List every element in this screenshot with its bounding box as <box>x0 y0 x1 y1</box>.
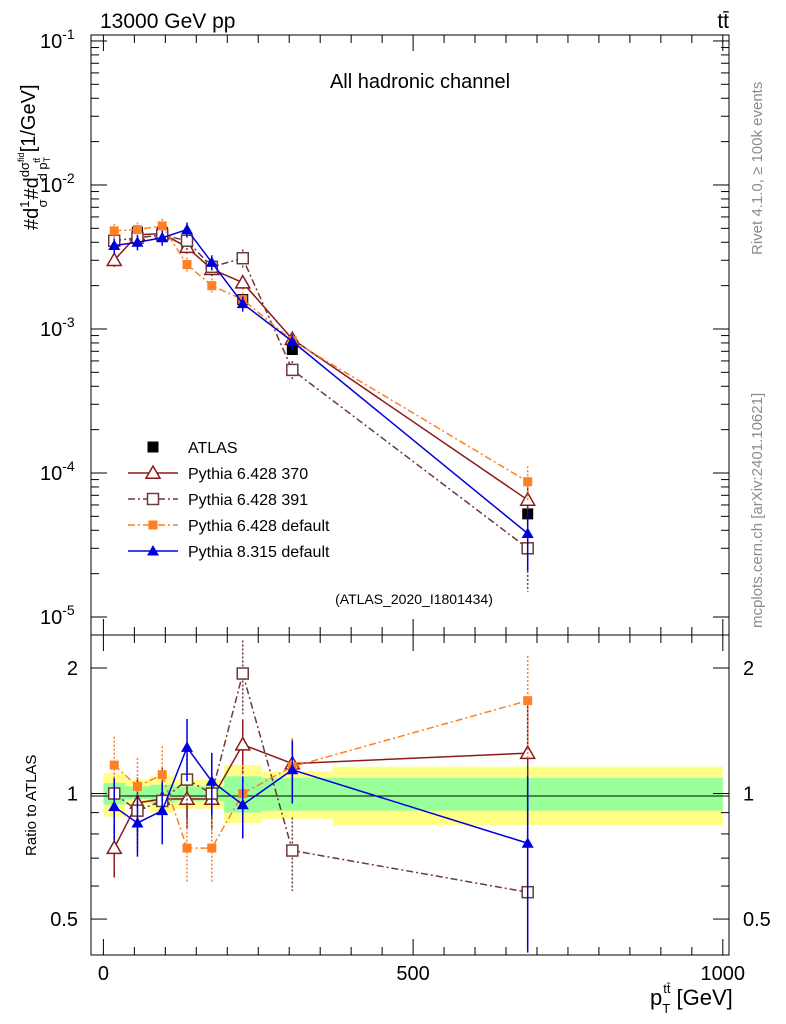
main-y-tick-label: 10-5 <box>40 602 75 629</box>
ratio-point-pythia-6-428-391 <box>286 844 299 857</box>
ratio-y-tick-label: 1 <box>67 784 78 806</box>
ratio-point-pythia-8-315-default <box>205 775 218 786</box>
ratio-point-pythia-6-428-370 <box>105 839 123 855</box>
data-point-pythia-8-315-default <box>205 256 218 267</box>
data-point-pythia-6-428-391 <box>236 251 250 265</box>
data-point-pythia-6-428-default <box>207 281 217 291</box>
ratio-y-tick-label-right: 0.5 <box>743 909 771 931</box>
series-line-pythia-6-428-default <box>114 225 529 483</box>
ratio-point-pythia-6-428-391 <box>236 667 250 680</box>
ratio-y-tick-label: 2 <box>67 658 78 680</box>
data-point-pythia-6-428-391 <box>286 363 299 377</box>
data-point-pythia-6-428-370 <box>234 274 252 289</box>
ratio-line-pythia-8-315-default <box>113 745 528 844</box>
legend-marker-atlas <box>147 441 159 453</box>
ratio-point-pythia-6-428-default <box>109 760 119 770</box>
data-point-pythia-8-315-default <box>521 527 534 539</box>
legend-marker-pythia-6-428-391 <box>146 492 160 506</box>
ratio-panel-frame <box>90 634 730 956</box>
ratio-uncertainty-bands <box>103 765 723 826</box>
legend-marker-pythia-6-428-default <box>148 520 158 530</box>
ratio-point-pythia-8-315-default <box>286 763 299 775</box>
main-panel-frame <box>90 34 730 636</box>
ratio-point-pythia-6-428-default <box>207 843 217 853</box>
svg-text:#d1σ#ddσfidd pTtt̄ [1/GeV]: #d1 σ#ddσfidd pTtt̄ [1/GeV] <box>16 84 52 230</box>
mcplots-label: mcplots.cern.ch [arXiv:2401.10621] <box>749 393 766 628</box>
energy-label: 13000 GeV pp <box>100 10 235 33</box>
legend-label-pythia-6-428-370: Pythia 6.428 370 <box>188 466 308 483</box>
series-line-pythia-8-315-default <box>114 228 529 535</box>
series-line-pythia-6-428-370 <box>113 232 529 501</box>
ratio-point-pythia-8-315-default <box>236 798 249 810</box>
legend-marker-pythia-6-428-370 <box>144 464 162 479</box>
chart-title: All hadronic channel <box>330 71 510 93</box>
process-label: tt̄ <box>717 10 729 33</box>
ratio-point-pythia-6-428-370 <box>234 736 252 751</box>
data-point-pythia-6-428-default <box>523 477 533 487</box>
ratio-point-pythia-8-315-default <box>156 804 169 816</box>
main-panel-series <box>105 218 536 592</box>
data-point-pythia-8-315-default <box>236 297 249 309</box>
ratio-point-pythia-6-428-default <box>157 770 167 780</box>
analysis-watermark: (ATLAS_2020_I1801434) <box>335 591 493 607</box>
data-point-pythia-8-315-default <box>131 236 144 247</box>
legend-label-pythia-8-315-default: Pythia 8.315 default <box>188 544 330 561</box>
legend-marker-pythia-8-315-default <box>147 545 159 556</box>
rivet-version-label: Rivet 4.1.0, ≥ 100k events <box>749 82 766 255</box>
data-point-pythia-6-428-default <box>132 225 142 235</box>
main-y-tick-label: 10-4 <box>40 458 75 485</box>
data-point-pythia-6-428-default <box>109 226 119 236</box>
legend-label-pythia-6-428-391: Pythia 6.428 391 <box>188 492 308 509</box>
ratio-point-pythia-6-428-default <box>182 843 192 853</box>
ratio-point-pythia-8-315-default <box>131 816 144 828</box>
data-point-pythia-8-315-default <box>156 231 169 243</box>
data-point-pythia-6-428-default <box>182 260 192 270</box>
legend-label-pythia-6-428-default: Pythia 6.428 default <box>188 518 330 535</box>
ratio-point-pythia-6-428-default <box>132 781 142 791</box>
main-y-tick-label: 10-3 <box>40 314 75 341</box>
data-point-atlas <box>286 344 298 356</box>
ratio-y-tick-label-right: 1 <box>743 784 754 806</box>
ratio-point-pythia-6-428-default <box>523 696 533 706</box>
series-line-pythia-6-428-391 <box>114 234 529 549</box>
ratio-point-pythia-8-315-default <box>181 741 194 752</box>
main-y-tick-label: 10-1 <box>40 26 75 53</box>
data-point-pythia-8-315-default <box>108 239 121 250</box>
stat-uncertainty-band <box>261 777 333 811</box>
legend-label-atlas: ATLAS <box>188 440 238 457</box>
x-tick-label: 0 <box>98 963 109 985</box>
main-y-axis-title: #d1 σ#ddσfidd pTtt̄ [1/GeV] <box>16 84 52 230</box>
data-point-pythia-8-315-default <box>181 223 194 235</box>
ratio-point-pythia-8-315-default <box>108 800 121 812</box>
ratio-panel-series <box>105 640 536 955</box>
x-tick-label: 500 <box>396 963 429 985</box>
data-point-pythia-6-428-370 <box>105 251 123 267</box>
ratio-y-tick-label-right: 2 <box>743 658 754 680</box>
ratio-point-pythia-8-315-default <box>521 837 534 848</box>
x-tick-label: 1000 <box>701 963 746 985</box>
data-point-pythia-8-315-default <box>286 335 299 346</box>
legend: ATLAS Pythia 6.428 370 Pythia 6.428 391 Pyt… <box>128 440 330 561</box>
svg-text:pTtt̄ [GeV]: pTtt̄ [GeV] <box>650 981 733 1016</box>
data-point-pythia-6-428-default <box>157 221 167 231</box>
ratio-y-axis-title: Ratio to ATLAS <box>23 755 40 856</box>
ratio-y-tick-label: 0.5 <box>50 909 78 931</box>
x-axis-title: pTtt̄ [GeV] <box>650 981 733 1016</box>
